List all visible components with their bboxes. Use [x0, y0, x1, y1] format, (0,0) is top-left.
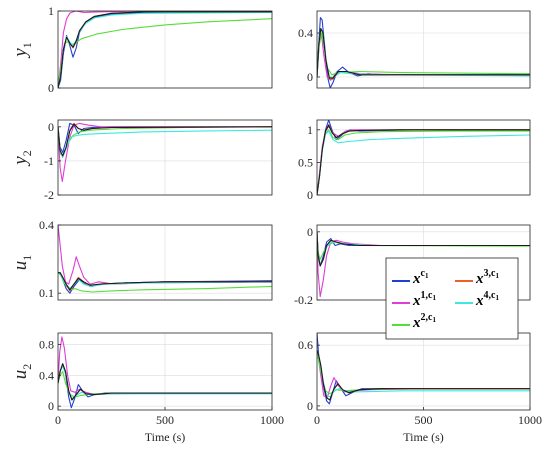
panel-2-0: 0.1 0.4 u1	[10, 218, 273, 301]
panel-3-1: 0 0.6 0 500 1000 Time (s)	[298, 332, 542, 444]
series-line-2	[317, 32, 530, 78]
series-group	[317, 17, 530, 88]
y-tick-label: 0.1	[39, 286, 54, 300]
series-line-5	[58, 123, 272, 157]
axes-box	[316, 119, 531, 196]
legend: xc1 x3,c1 x1,c1 x4,c1 x2,c1	[385, 257, 519, 340]
series-line-5	[58, 272, 272, 291]
y-axis-label: u2	[10, 364, 34, 380]
y-tick-label: -1	[44, 154, 54, 168]
y-tick-label: 0	[307, 225, 313, 239]
series-line-5	[317, 124, 530, 195]
y-tick-label: 0	[48, 81, 54, 95]
series-line-5	[317, 28, 530, 79]
y-tick-label: 1	[48, 4, 54, 18]
x-tick-label: 500	[156, 413, 174, 427]
panel-0-0: 0 1 y1	[10, 4, 273, 95]
series-group	[58, 336, 272, 409]
series-group	[58, 122, 272, 182]
legend-label-1: x3,c1	[475, 268, 499, 287]
y-tick-label: -2	[44, 188, 54, 202]
legend-label-4: x2,c1	[412, 312, 436, 331]
y-tick-label: 0.4	[298, 26, 313, 40]
y-tick-label: 0.4	[39, 218, 54, 232]
panel-1-1: 00.51	[298, 119, 531, 202]
y-tick-label: 0.8	[39, 338, 54, 352]
y-tick-label: 0.5	[298, 155, 313, 169]
x-tick-label: 1000	[260, 413, 284, 427]
legend-label-2: x1,c1	[412, 290, 436, 309]
y-tick-label: 0.4	[39, 368, 54, 382]
series-line-5	[58, 363, 272, 401]
y-tick-label: 0	[307, 188, 313, 202]
axes-box	[57, 119, 273, 196]
axes-box	[316, 10, 531, 89]
x-axis-label: Time (s)	[403, 430, 444, 444]
y-tick-label: 0	[48, 120, 54, 134]
panel-1-0: -2 -1 0 y2	[10, 119, 273, 202]
y-axis-label: y2	[10, 150, 34, 166]
x-tick-label: 1000	[518, 413, 542, 427]
series-group	[58, 225, 272, 294]
y-axis-label: y1	[10, 42, 34, 58]
series-line-5	[317, 350, 530, 401]
legend-label-3: x4,c1	[475, 290, 499, 309]
series-line-1	[58, 11, 272, 88]
panel-0-1: 00.4	[298, 10, 531, 89]
x-tick-label: 0	[55, 413, 61, 427]
panel-3-0: 0 0.4 0.8 0 500 1000 Time (s) u2	[10, 332, 284, 444]
series-group	[317, 120, 530, 195]
y-tick-label: 1	[307, 123, 313, 137]
axes-box	[57, 224, 273, 301]
series-group	[58, 11, 272, 88]
series-line-5	[58, 11, 272, 88]
x-tick-label: 0	[314, 413, 320, 427]
y-tick-label: -0.2	[294, 293, 313, 307]
y-tick-label: 0	[48, 399, 54, 413]
series-line-0	[58, 11, 272, 88]
series-group	[317, 333, 530, 405]
series-group	[317, 231, 530, 298]
axes-box	[57, 10, 273, 89]
legend-label-0: xc1	[412, 268, 429, 287]
y-tick-label: 0	[307, 399, 313, 413]
x-axis-label: Time (s)	[145, 430, 186, 444]
series-line-5	[317, 231, 530, 267]
x-tick-label: 500	[415, 413, 433, 427]
y-tick-label: 0.6	[298, 338, 313, 352]
y-axis-label: u1	[10, 255, 34, 271]
y-tick-label: 0	[307, 70, 313, 84]
